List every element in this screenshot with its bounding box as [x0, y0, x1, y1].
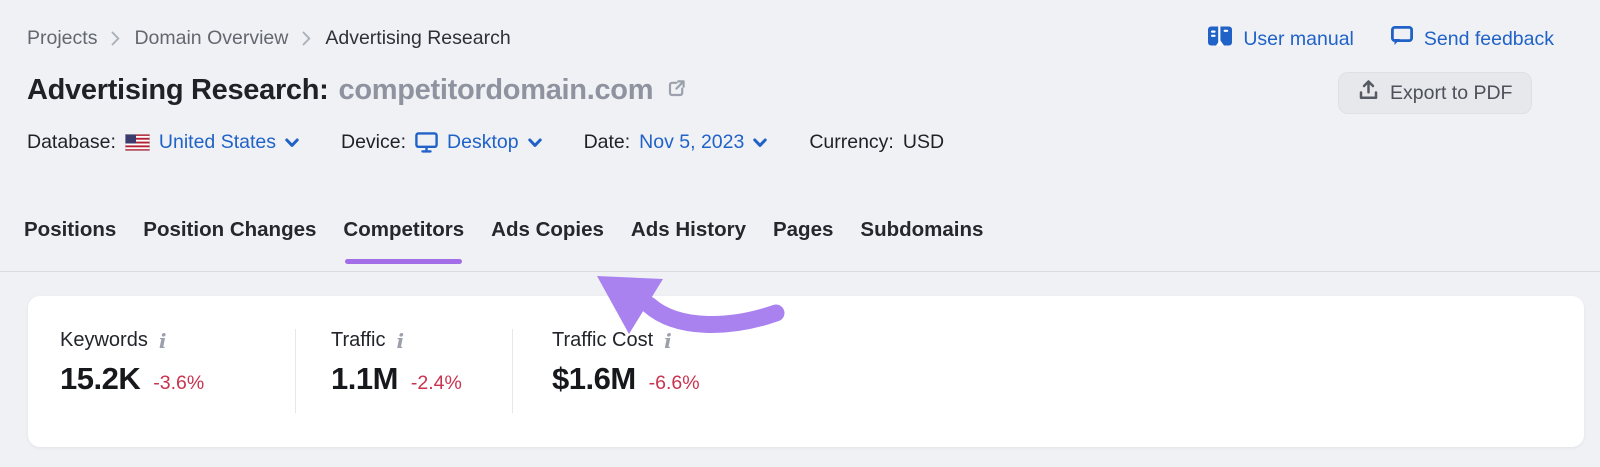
- keywords-delta: -3.6%: [153, 372, 205, 394]
- database-value: United States: [158, 131, 276, 153]
- chevron-right-icon: [302, 31, 311, 46]
- date-filter: Date: Nov 5, 2023: [584, 131, 768, 154]
- tab-subdomains[interactable]: Subdomains: [860, 218, 984, 241]
- export-to-pdf-button[interactable]: Export to PDF: [1338, 72, 1533, 114]
- traffic-cost-value: $1.6M: [552, 361, 636, 396]
- breadcrumb: Projects Domain Overview Advertising Res…: [27, 27, 511, 50]
- overview-stats-card: Keywords i 15.2K -3.6% Traffic i 1.1M -2…: [28, 296, 1584, 447]
- info-icon[interactable]: i: [158, 328, 167, 353]
- currency-label: Currency:: [809, 131, 894, 153]
- user-manual-link[interactable]: User manual: [1207, 25, 1354, 53]
- device-filter: Device: Desktop: [341, 131, 542, 154]
- user-manual-label: User manual: [1243, 27, 1354, 50]
- page-title-prefix: Advertising Research:: [27, 74, 329, 106]
- device-label: Device:: [340, 131, 407, 153]
- date-value: Nov 5, 2023: [639, 131, 745, 153]
- tab-positions[interactable]: Positions: [24, 218, 117, 241]
- chevron-down-icon: [527, 138, 542, 147]
- chevron-down-icon: [285, 138, 299, 147]
- database-select[interactable]: United States: [124, 131, 299, 154]
- breadcrumb-item-projects[interactable]: Projects: [27, 27, 98, 49]
- currency-value: USD: [902, 131, 945, 153]
- tab-competitors[interactable]: Competitors: [343, 218, 464, 264]
- traffic-label: Traffic: [331, 329, 386, 351]
- traffic-cost-stat: Traffic Cost i $1.6M -6.6%: [513, 329, 700, 413]
- page-title: Advertising Research: competitordomain.c…: [27, 73, 688, 108]
- database-filter: Database: United States: [27, 131, 299, 154]
- send-feedback-link[interactable]: Send feedback: [1390, 25, 1554, 53]
- info-icon[interactable]: i: [664, 328, 672, 353]
- external-link-icon[interactable]: [665, 75, 688, 108]
- traffic-cost-label: Traffic Cost: [552, 329, 654, 351]
- keywords-stat: Keywords i 15.2K -3.6%: [60, 329, 296, 413]
- send-feedback-label: Send feedback: [1423, 27, 1554, 50]
- date-select[interactable]: Nov 5, 2023: [639, 131, 768, 154]
- tabs-divider: [0, 271, 1600, 272]
- traffic-delta: -2.4%: [410, 372, 462, 394]
- database-label: Database:: [27, 131, 116, 153]
- export-to-pdf-label: Export to PDF: [1390, 81, 1513, 104]
- header-links: User manual Send feedback: [1207, 25, 1554, 53]
- filters-bar: Database: United States Device:: [27, 131, 944, 154]
- info-icon[interactable]: i: [396, 328, 405, 353]
- desktop-monitor-icon: [415, 132, 438, 153]
- tab-ads-copies[interactable]: Ads Copies: [491, 218, 604, 241]
- keywords-label: Keywords: [60, 329, 148, 351]
- tab-position-changes[interactable]: Position Changes: [143, 218, 317, 241]
- report-tabs: Positions Position Changes Competitors A…: [24, 218, 983, 264]
- page-title-domain: competitordomain.com: [338, 74, 654, 106]
- date-label: Date:: [583, 131, 631, 153]
- breadcrumb-item-advertising-research: Advertising Research: [325, 27, 511, 49]
- traffic-stat: Traffic i 1.1M -2.4%: [296, 329, 513, 413]
- breadcrumb-item-domain-overview[interactable]: Domain Overview: [134, 27, 289, 49]
- book-icon: [1207, 25, 1233, 53]
- tab-ads-history[interactable]: Ads History: [630, 218, 746, 241]
- tab-pages[interactable]: Pages: [772, 218, 834, 241]
- chat-bubble-icon: [1390, 25, 1414, 53]
- currency-filter: Currency: USD: [809, 131, 944, 154]
- upload-icon: [1358, 79, 1379, 107]
- us-flag-icon: [124, 134, 150, 151]
- traffic-value: 1.1M: [331, 361, 398, 396]
- chevron-down-icon: [753, 138, 768, 147]
- traffic-cost-delta: -6.6%: [648, 372, 700, 394]
- device-select[interactable]: Desktop: [415, 131, 542, 154]
- device-value: Desktop: [447, 131, 519, 153]
- chevron-right-icon: [111, 31, 121, 46]
- keywords-value: 15.2K: [60, 361, 141, 396]
